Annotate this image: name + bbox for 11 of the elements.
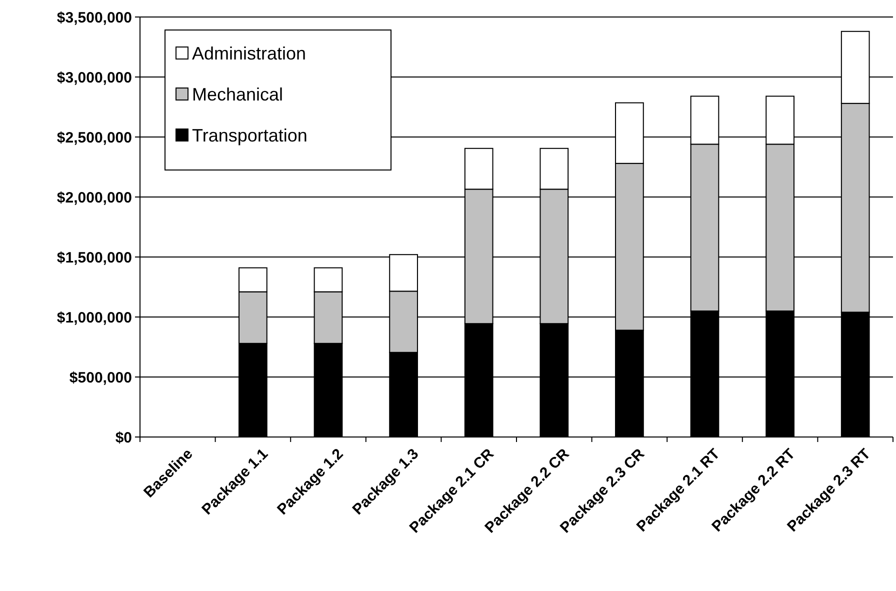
y-tick-label: $3,500,000 [56,9,132,26]
y-tick-label: $2,500,000 [56,129,132,146]
y-tick-label: $1,000,000 [56,309,132,326]
y-tick-label: $3,000,000 [56,69,132,86]
legend-label: Mechanical [192,84,284,104]
y-tick-label: $2,000,000 [56,189,132,206]
legend-label: Transportation [192,125,308,146]
legend-label: Administration [192,43,306,64]
y-tick-label: $1,500,000 [56,249,132,266]
y-tick-label: $500,000 [69,369,132,386]
y-tick-label: $0 [115,429,132,446]
